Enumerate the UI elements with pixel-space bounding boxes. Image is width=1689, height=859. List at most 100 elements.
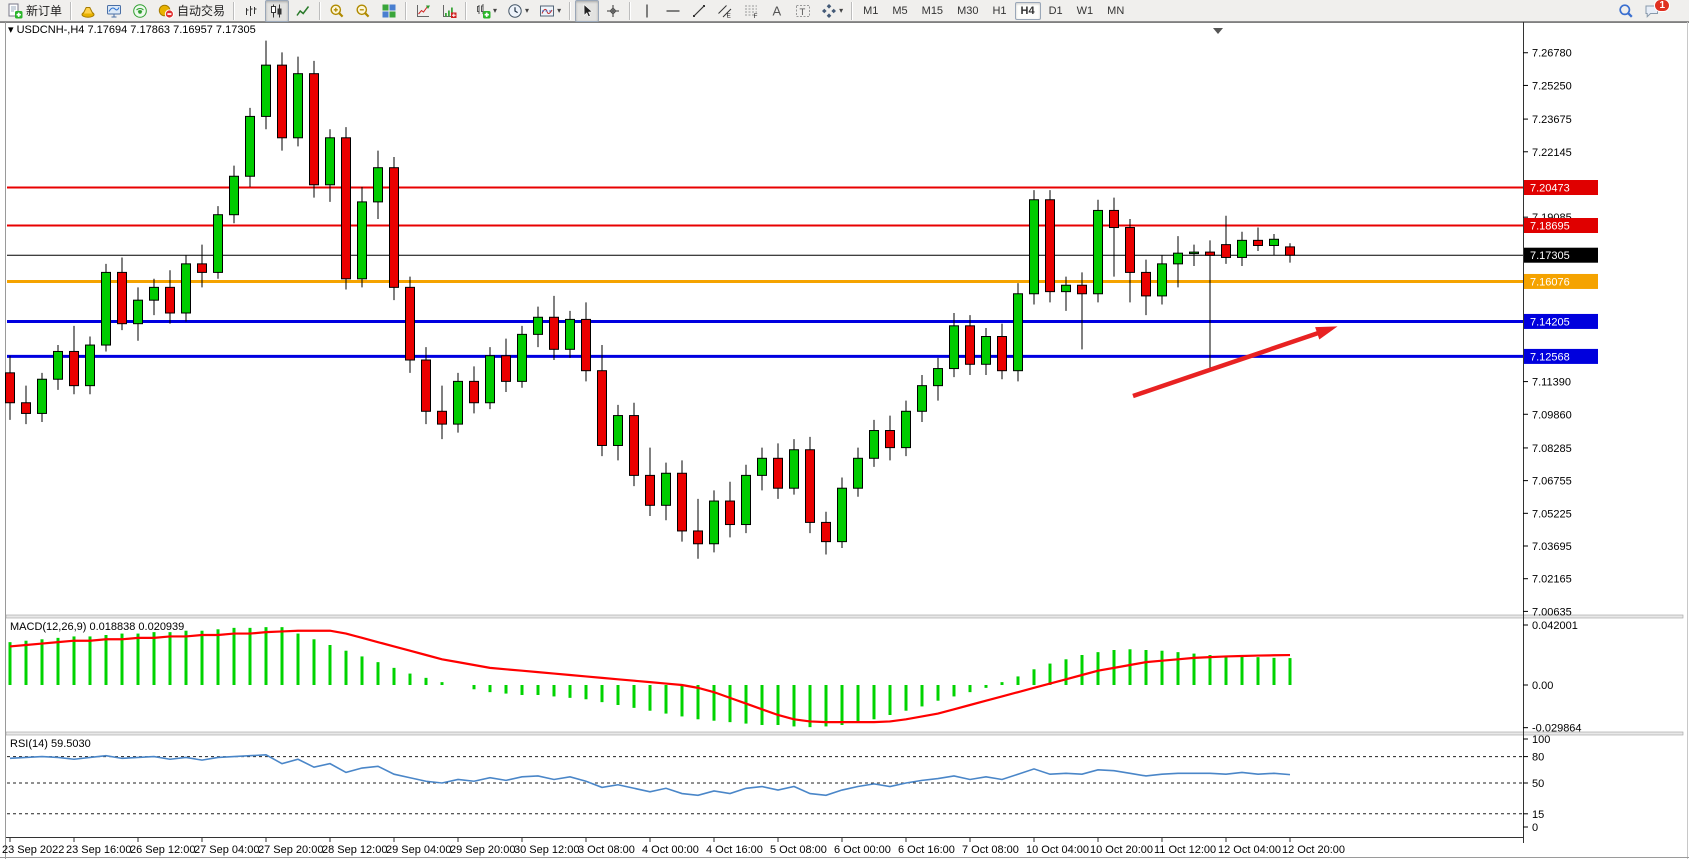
new-chart-icon xyxy=(475,3,491,19)
price-axis-tick-label: 7.23675 xyxy=(1532,114,1572,126)
candlestick xyxy=(1013,293,1023,372)
price-axis-tick-label: 7.08285 xyxy=(1532,443,1572,455)
timeframe-button-h4[interactable]: H4 xyxy=(1014,1,1041,20)
bar-chart-button[interactable] xyxy=(239,0,263,22)
time-axis-label: 30 Sep 12:00 xyxy=(514,844,579,856)
indicator-list-button[interactable] xyxy=(437,0,461,22)
candlestick-chart-button[interactable] xyxy=(265,0,290,22)
auto-trading-button[interactable]: 自动交易 xyxy=(154,0,229,22)
candlestick xyxy=(1205,251,1215,256)
new-chart-button[interactable]: ▾ xyxy=(471,0,501,22)
timeframe-button-d1[interactable]: D1 xyxy=(1048,4,1063,17)
toolbar-separator xyxy=(70,1,73,20)
timeframe-button-h1[interactable]: H1 xyxy=(992,4,1007,17)
candlestick xyxy=(741,474,751,526)
vertical-line-button[interactable] xyxy=(635,0,659,22)
cursor-icon xyxy=(579,3,595,19)
timeframe-button-m1[interactable]: M1 xyxy=(863,4,879,17)
price-badge xyxy=(1524,273,1598,289)
profiles-button[interactable]: ▾ xyxy=(535,0,565,22)
line-chart-button[interactable] xyxy=(291,0,315,22)
candlestick xyxy=(709,500,719,545)
price-badge-label: 7.17305 xyxy=(1530,250,1570,262)
text-button[interactable]: A xyxy=(765,0,789,22)
market-watch-button[interactable] xyxy=(76,0,100,22)
pane-separator[interactable] xyxy=(5,731,1684,736)
candlestick xyxy=(213,214,223,273)
horizontal-line-button[interactable] xyxy=(661,0,685,22)
candlestick xyxy=(997,336,1007,372)
strategy-signal-button[interactable] xyxy=(128,0,152,22)
toolbar-separator xyxy=(851,1,854,20)
time-axis-label: 26 Sep 12:00 xyxy=(130,844,195,856)
timeframe-button-w1[interactable]: W1 xyxy=(1076,4,1094,17)
candlestick xyxy=(933,368,943,387)
trend-arrow-head[interactable] xyxy=(1315,326,1338,340)
timeframe-button-m30[interactable]: M30 xyxy=(957,4,979,17)
toolbar-button-label: 新订单 xyxy=(26,4,63,18)
signal-icon xyxy=(132,3,148,19)
fibonacci-button[interactable]: F xyxy=(739,0,763,22)
data-window-button[interactable] xyxy=(102,0,126,22)
equidistant-channel-button[interactable]: E xyxy=(713,0,737,22)
tiles-icon xyxy=(381,3,397,19)
macd-signal-line xyxy=(9,629,1291,724)
fibo-icon: F xyxy=(743,3,759,19)
trend-arrow-line[interactable] xyxy=(1132,330,1322,399)
candlestick xyxy=(1237,239,1247,258)
arrows-button[interactable]: ▾ xyxy=(817,0,847,22)
timeframe-button-m15[interactable]: M15 xyxy=(921,4,944,17)
profile-icon xyxy=(539,3,555,19)
chart-shift-marker xyxy=(1213,28,1223,34)
autotrade-icon xyxy=(158,3,175,19)
candlestick xyxy=(789,449,799,489)
price-axis-tick-label: 7.05225 xyxy=(1532,508,1572,520)
candlestick xyxy=(645,474,655,506)
search-button[interactable] xyxy=(1614,0,1638,22)
candlestick xyxy=(837,487,847,543)
time-axis-label: 10 Oct 04:00 xyxy=(1026,844,1089,856)
candlestick xyxy=(613,415,623,446)
tile-windows-button[interactable] xyxy=(377,0,401,22)
time-axis-label: 29 Sep 04:00 xyxy=(386,844,451,856)
indicators-button[interactable] xyxy=(411,0,435,22)
new-order-icon xyxy=(7,3,23,19)
candlestick xyxy=(421,359,431,412)
pane-separator[interactable] xyxy=(5,614,1684,619)
notification-badge: 1 xyxy=(1654,0,1670,12)
price-badge-label: 7.12568 xyxy=(1530,351,1570,363)
toolbar-button-label: 自动交易 xyxy=(177,4,226,18)
text-label-button[interactable]: T xyxy=(791,0,815,22)
candlestick xyxy=(981,336,991,365)
time-axis-label: 7 Oct 08:00 xyxy=(962,844,1019,856)
time-axis-label: 12 Oct 04:00 xyxy=(1218,844,1281,856)
notifications-button[interactable]: 1 xyxy=(1640,0,1680,22)
candlestick xyxy=(1253,239,1263,246)
candlestick xyxy=(821,521,831,543)
chart-title: ▾ USDCNH-,H4 7.17694 7.17863 7.16957 7.1… xyxy=(8,24,256,36)
cursor-button[interactable] xyxy=(575,0,600,22)
chevron-down-icon: ▾ xyxy=(557,6,562,15)
candlestick xyxy=(1189,251,1199,255)
chevron-down-icon: ▾ xyxy=(839,6,844,15)
zoom-in-icon xyxy=(329,3,345,19)
trendline-button[interactable] xyxy=(687,0,711,22)
candlestick xyxy=(1125,227,1135,273)
rsi-label: RSI(14) 59.5030 xyxy=(10,738,91,750)
crosshair-button[interactable] xyxy=(601,0,625,22)
zoom-out-button[interactable] xyxy=(351,0,375,22)
timeframe-button-m5[interactable]: M5 xyxy=(892,4,908,17)
timeframe-button-mn[interactable]: MN xyxy=(1107,4,1125,17)
zoom-in-button[interactable] xyxy=(325,0,349,22)
time-axis-label: 12 Oct 20:00 xyxy=(1282,844,1345,856)
candlestick xyxy=(1061,284,1071,293)
new-order-button[interactable]: 新订单 xyxy=(3,0,66,22)
candlestick xyxy=(373,167,383,203)
time-axis-label: 6 Oct 16:00 xyxy=(898,844,955,856)
candlestick xyxy=(1221,244,1231,258)
price-axis-tick-label: 7.02165 xyxy=(1532,574,1572,586)
price-badge-label: 7.16076 xyxy=(1530,276,1570,288)
candlestick xyxy=(101,271,111,346)
periods-button[interactable]: ▾ xyxy=(503,0,533,22)
price-axis-tick-label: 7.11390 xyxy=(1532,377,1571,389)
